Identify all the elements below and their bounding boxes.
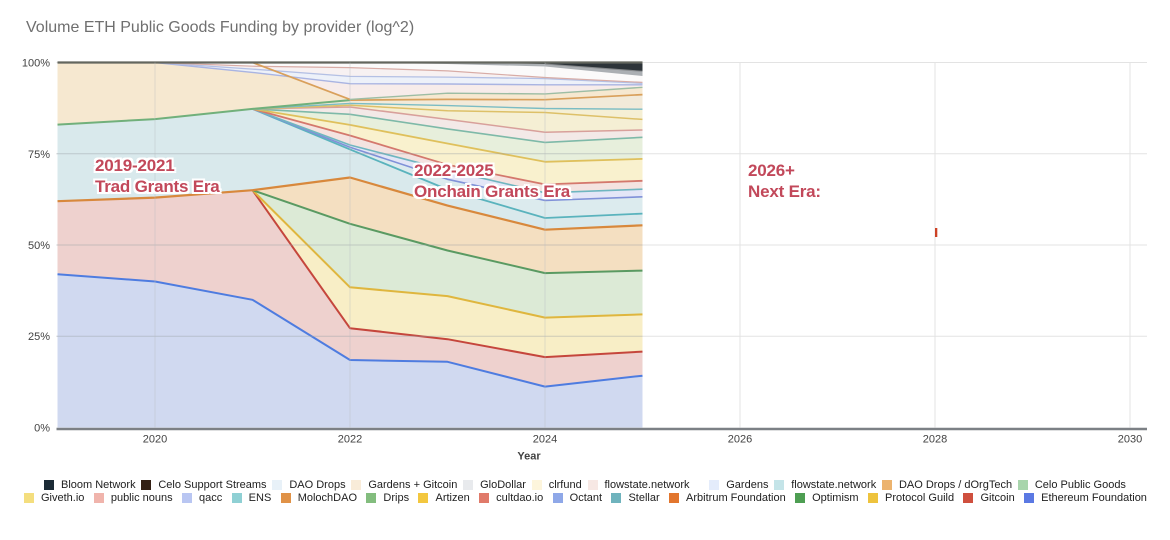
svg-text:0%: 0%: [34, 423, 50, 435]
svg-text:2020: 2020: [143, 434, 167, 446]
svg-text:2024: 2024: [533, 434, 557, 446]
svg-text:2028: 2028: [923, 434, 947, 446]
svg-text:100%: 100%: [22, 58, 50, 70]
svg-text:2022: 2022: [338, 434, 362, 446]
svg-text:50%: 50%: [28, 240, 50, 252]
svg-text:75%: 75%: [28, 149, 50, 161]
svg-text:25%: 25%: [28, 331, 50, 343]
svg-text:Year: Year: [517, 451, 541, 463]
svg-text:2026: 2026: [728, 434, 752, 446]
svg-text:2030: 2030: [1118, 434, 1142, 446]
